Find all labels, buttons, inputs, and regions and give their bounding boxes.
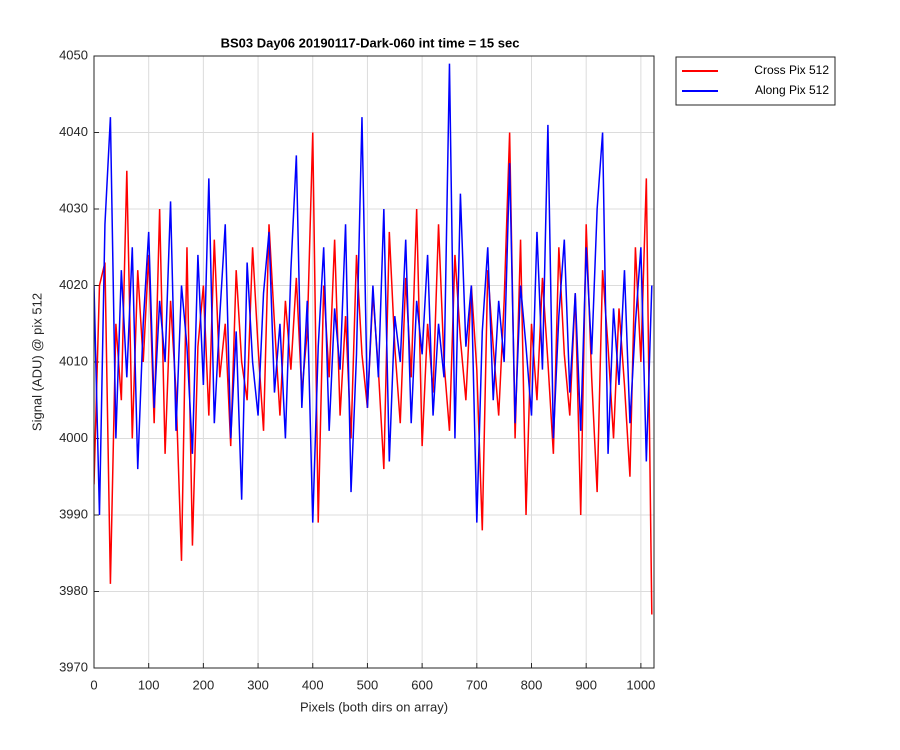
y-tick-label: 3970 bbox=[59, 659, 88, 674]
x-tick-label: 500 bbox=[357, 677, 379, 692]
legend-label: Along Pix 512 bbox=[755, 83, 829, 97]
y-tick-label: 4020 bbox=[59, 277, 88, 292]
y-axis-label: Signal (ADU) @ pix 512 bbox=[29, 293, 44, 431]
x-tick-label: 200 bbox=[193, 677, 215, 692]
y-tick-label: 3990 bbox=[59, 506, 88, 521]
plot-lines bbox=[94, 63, 653, 615]
x-axis-label: Pixels (both dirs on array) bbox=[300, 699, 448, 714]
y-tick-label: 4030 bbox=[59, 200, 88, 215]
x-tick-label: 300 bbox=[247, 677, 269, 692]
x-tick-label: 700 bbox=[466, 677, 488, 692]
x-tick-label: 0 bbox=[90, 677, 97, 692]
y-tick-label: 4050 bbox=[59, 47, 88, 62]
legend-label: Cross Pix 512 bbox=[754, 63, 829, 77]
y-tick-label: 3980 bbox=[59, 583, 88, 598]
x-tick-label: 400 bbox=[302, 677, 324, 692]
x-tick-label: 100 bbox=[138, 677, 160, 692]
y-tick-label: 4040 bbox=[59, 124, 88, 139]
x-tick-label: 800 bbox=[521, 677, 543, 692]
x-tick-label: 900 bbox=[575, 677, 597, 692]
x-tick-label: 600 bbox=[411, 677, 433, 692]
chart-title: BS03 Day06 20190117-Dark-060 int time = … bbox=[221, 35, 520, 50]
legend-box bbox=[675, 56, 836, 106]
axes-box bbox=[93, 55, 655, 669]
y-tick-label: 4010 bbox=[59, 353, 88, 368]
x-tick-label: 1000 bbox=[626, 677, 655, 692]
y-tick-label: 4000 bbox=[59, 430, 88, 445]
series-line bbox=[94, 63, 653, 523]
